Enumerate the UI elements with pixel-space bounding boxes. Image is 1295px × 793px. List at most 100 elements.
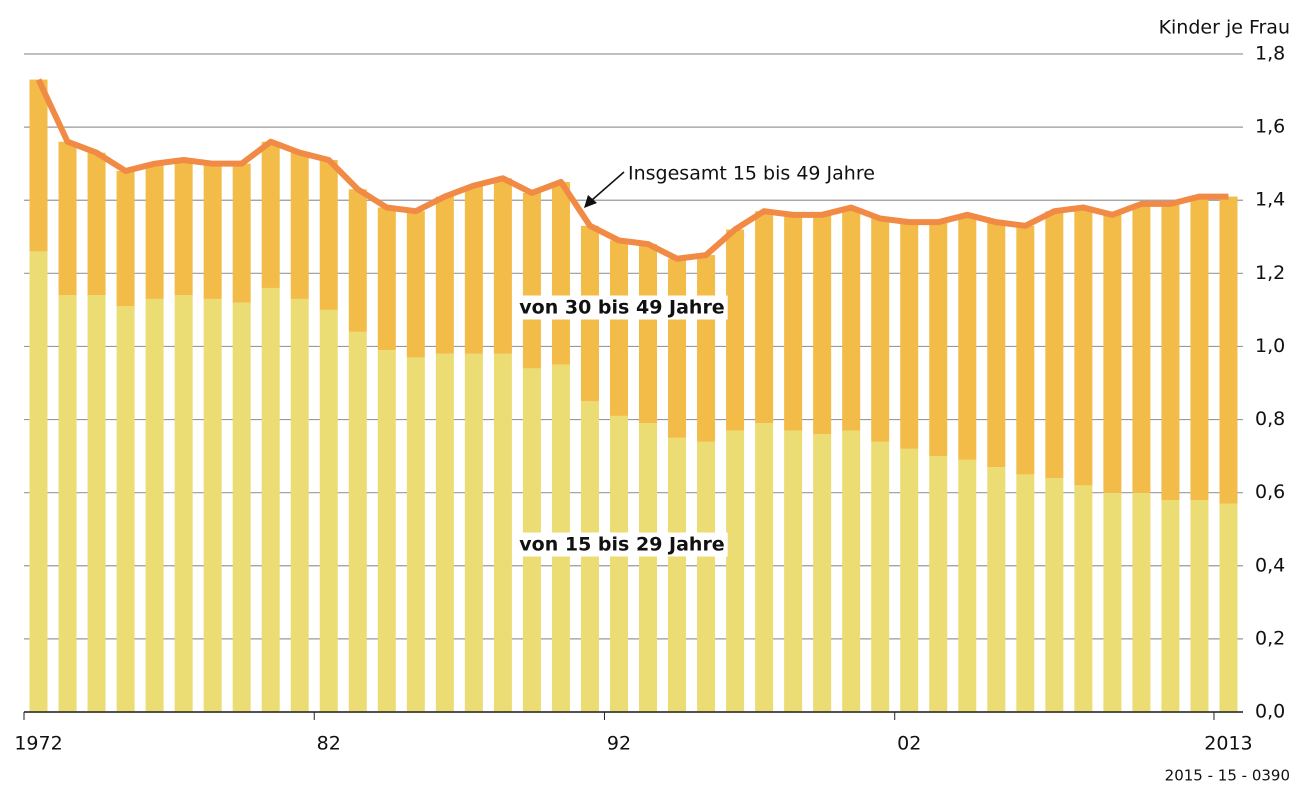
bar-segment bbox=[668, 258, 687, 438]
total-line bbox=[35, 78, 1229, 262]
bar-segment bbox=[261, 287, 280, 712]
y-axis-label: Kinder je Frau bbox=[1159, 17, 1290, 39]
bar-segment bbox=[1132, 492, 1151, 712]
bar-segment bbox=[1103, 492, 1122, 712]
line-annotation: Insgesamt 15 bis 49 Jahre bbox=[628, 163, 875, 185]
bar-segment bbox=[203, 298, 222, 712]
bar-segment bbox=[203, 163, 222, 299]
bar-segment bbox=[784, 214, 803, 431]
bar-segment bbox=[1045, 211, 1064, 479]
bar-segment bbox=[435, 196, 454, 354]
source-code: 2015 - 15 - 0390 bbox=[1165, 767, 1290, 785]
y-tick-label: 0,8 bbox=[1255, 408, 1285, 430]
series-label: von 15 bis 29 Jahre bbox=[519, 534, 724, 556]
bar-segment bbox=[1103, 214, 1122, 493]
bar-segment bbox=[174, 295, 193, 712]
bar-segment bbox=[232, 302, 251, 712]
bar-segment bbox=[87, 295, 106, 712]
bar-segment bbox=[58, 141, 77, 296]
bar-segment bbox=[1190, 499, 1209, 712]
x-tick-label: 92 bbox=[607, 733, 631, 755]
bar-segment bbox=[377, 207, 396, 351]
bar-segment bbox=[493, 353, 512, 712]
bar-segment bbox=[174, 160, 193, 296]
bar-segment bbox=[609, 415, 628, 712]
bar-segment bbox=[900, 448, 919, 712]
bar-segment bbox=[697, 441, 716, 712]
bar-segment bbox=[29, 79, 48, 252]
bar-segment bbox=[987, 467, 1006, 712]
bar-segment bbox=[726, 430, 745, 712]
bar-segment bbox=[755, 211, 774, 424]
bar-segment bbox=[813, 434, 832, 712]
bar-segment bbox=[784, 430, 803, 712]
bar-segment bbox=[464, 353, 483, 712]
bar-segment bbox=[929, 222, 948, 457]
x-tick-label: 82 bbox=[317, 733, 341, 755]
bar-segment bbox=[580, 401, 599, 712]
bar-segment bbox=[290, 152, 309, 299]
bar-segment bbox=[1132, 203, 1151, 493]
y-tick-label: 1,0 bbox=[1255, 335, 1285, 357]
bar-segment bbox=[145, 163, 164, 299]
x-tick-label: 02 bbox=[897, 733, 921, 755]
bar-segment bbox=[929, 456, 948, 712]
bar-segment bbox=[1219, 503, 1238, 712]
y-tick-label: 0,4 bbox=[1255, 554, 1285, 576]
bar-segment bbox=[406, 357, 425, 712]
bar-segment bbox=[668, 437, 687, 712]
annotation-arrow bbox=[591, 171, 625, 201]
bar-segment bbox=[609, 240, 628, 416]
bar-segment bbox=[116, 170, 135, 307]
bar-segment bbox=[1161, 499, 1180, 712]
y-tick-label: 0,2 bbox=[1255, 627, 1285, 649]
bar-segment bbox=[348, 331, 367, 712]
bar-segment bbox=[958, 214, 977, 460]
label-background bbox=[516, 295, 728, 320]
x-tick-label: 2013 bbox=[1204, 733, 1252, 755]
bar-segment bbox=[493, 178, 512, 354]
bar-segment bbox=[116, 306, 135, 712]
y-tick-label: 1,6 bbox=[1255, 116, 1285, 138]
bar-segment bbox=[697, 255, 716, 442]
bar-segment bbox=[1219, 196, 1238, 504]
bar-segment bbox=[319, 309, 338, 712]
bar-segment bbox=[87, 152, 106, 296]
y-tick-label: 0,0 bbox=[1255, 701, 1285, 723]
y-tick-label: 0,6 bbox=[1255, 481, 1285, 503]
bar-segment bbox=[639, 244, 658, 424]
bar-segment bbox=[406, 211, 425, 358]
bar-segment bbox=[1074, 207, 1093, 486]
bar-segment bbox=[319, 160, 338, 310]
bar-segment bbox=[987, 222, 1006, 468]
bar-segment bbox=[435, 353, 454, 712]
bar-segment bbox=[1045, 478, 1064, 712]
y-tick-label: 1,8 bbox=[1255, 43, 1285, 65]
y-tick-label: 1,4 bbox=[1255, 189, 1285, 211]
bar-segment bbox=[522, 192, 541, 369]
bar-segment bbox=[551, 181, 570, 365]
bar-segment bbox=[348, 189, 367, 332]
bar-segment bbox=[842, 207, 861, 431]
bar-segment bbox=[29, 251, 48, 712]
bar-segment bbox=[58, 295, 77, 712]
arrow-head bbox=[584, 195, 597, 208]
bar-segment bbox=[639, 423, 658, 712]
grid bbox=[24, 53, 1243, 713]
bar-segment bbox=[871, 441, 890, 712]
bar-segment bbox=[900, 222, 919, 449]
bar-segment bbox=[1016, 225, 1035, 475]
bar-segment bbox=[1016, 474, 1035, 712]
bar-segment bbox=[145, 298, 164, 712]
overlay bbox=[23, 78, 1243, 720]
y-tick-label: 1,2 bbox=[1255, 262, 1285, 284]
bar-segment bbox=[377, 350, 396, 712]
bar-segment bbox=[726, 229, 745, 431]
bar-segment bbox=[958, 459, 977, 712]
bar-segment bbox=[261, 141, 280, 288]
series-label: von 30 bis 49 Jahre bbox=[519, 297, 724, 319]
bar-segment bbox=[232, 163, 251, 303]
bar-segment bbox=[290, 298, 309, 712]
bar-segment bbox=[1190, 196, 1209, 500]
